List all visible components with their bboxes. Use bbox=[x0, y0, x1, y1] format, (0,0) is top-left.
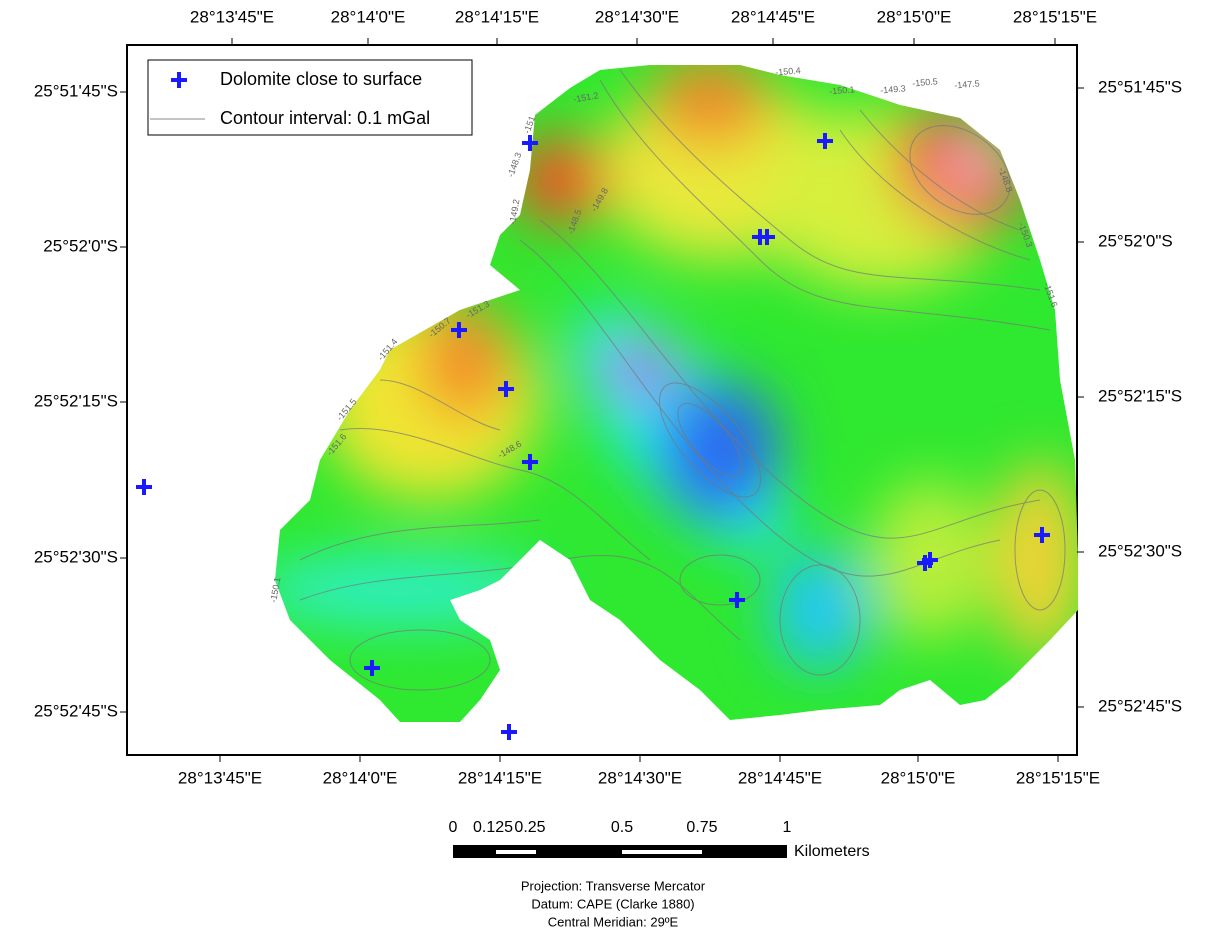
latitude-label: 25°52'30"S bbox=[34, 547, 118, 566]
legend-label: Dolomite close to surface bbox=[220, 69, 422, 89]
map-figure: Kilometers 0 0.1250.25 0.5 0.75 1 Projection… bbox=[0, 0, 1226, 938]
longitude-label: 28°14'15"E bbox=[458, 768, 542, 787]
latitude-label: 25°52'0"S bbox=[1098, 231, 1173, 250]
scale-tick-label: 0 bbox=[449, 819, 458, 836]
longitude-label: 28°15'15"E bbox=[1016, 768, 1100, 787]
scale-tick-label: 1 bbox=[783, 819, 792, 836]
longitude-label: 28°13'45"E bbox=[178, 768, 262, 787]
longitude-label: 28°14'30"E bbox=[598, 768, 682, 787]
legend: Dolomite close to surface Contour interv… bbox=[148, 60, 472, 135]
dolomite-marker bbox=[136, 479, 152, 495]
contour-label: -147.5 bbox=[954, 78, 980, 90]
longitude-label: 28°14'45"E bbox=[731, 7, 815, 26]
projection-text: Central Meridian: 29ºE bbox=[548, 914, 679, 929]
longitude-label: 28°14'30"E bbox=[595, 7, 679, 26]
longitude-label: 28°14'0"E bbox=[323, 768, 398, 787]
longitude-label: 28°15'15"E bbox=[1013, 7, 1097, 26]
latitude-label: 25°52'45"S bbox=[34, 701, 118, 720]
gravity-surface bbox=[250, 55, 1085, 730]
scale-tick-label: 0.25 bbox=[514, 819, 545, 836]
latitude-label: 25°52'15"S bbox=[1098, 386, 1182, 405]
scale-tick-label: 0.75 bbox=[686, 819, 717, 836]
contour-label: -149.3 bbox=[880, 83, 906, 95]
latitude-label: 25°52'0"S bbox=[43, 236, 118, 255]
latitude-label: 25°51'45"S bbox=[1098, 77, 1182, 96]
scale-tick-label: 0.125 bbox=[473, 819, 513, 836]
latitude-label: 25°52'45"S bbox=[1098, 696, 1182, 715]
projection-text: Projection: Transverse Mercator bbox=[521, 878, 706, 893]
legend-label: Contour interval: 0.1 mGal bbox=[220, 108, 430, 128]
contour-label: -150.1 bbox=[268, 576, 282, 603]
longitude-label: 28°14'15"E bbox=[455, 7, 539, 26]
latitude-label: 25°51'45"S bbox=[34, 81, 118, 100]
contour-label: -148.3 bbox=[505, 151, 523, 178]
longitude-label: 28°15'0"E bbox=[881, 768, 956, 787]
latitude-label: 25°52'15"S bbox=[34, 391, 118, 410]
scale-unit: Kilometers bbox=[794, 843, 870, 860]
scale-tick-label: 0.5 bbox=[611, 819, 633, 836]
latitude-label: 25°52'30"S bbox=[1098, 541, 1182, 560]
longitude-label: 28°15'0"E bbox=[877, 7, 952, 26]
contour-label: -150.4 bbox=[775, 65, 801, 77]
dolomite-marker bbox=[501, 724, 517, 740]
longitude-label: 28°14'0"E bbox=[331, 7, 406, 26]
projection-text: Datum: CAPE (Clarke 1880) bbox=[531, 896, 694, 911]
longitude-label: 28°13'45"E bbox=[190, 7, 274, 26]
contour-label: -150.5 bbox=[912, 76, 938, 88]
longitude-label: 28°14'45"E bbox=[738, 768, 822, 787]
